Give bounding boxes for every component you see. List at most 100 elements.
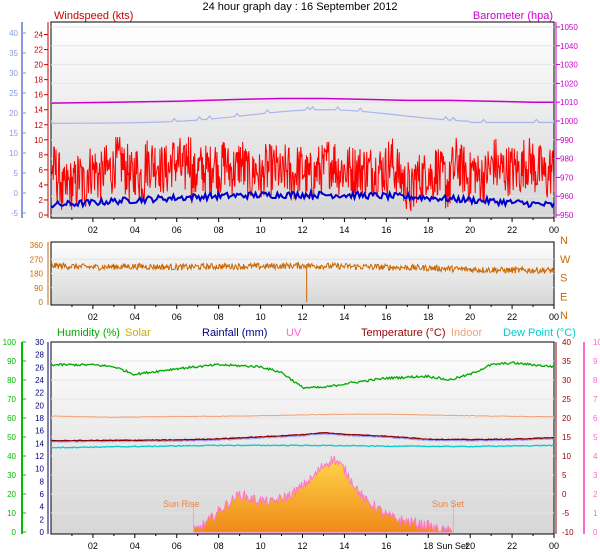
- humidity-tick-label: 100: [3, 338, 17, 347]
- temperature-tick-label: 15: [562, 433, 571, 442]
- direction-series: [50, 260, 555, 302]
- temperature-x-tick-label: 02: [88, 541, 98, 551]
- dewpoint-label: Dew Point (°C): [503, 327, 576, 339]
- humidity-line: [50, 361, 555, 390]
- uv-label: UV: [286, 327, 302, 339]
- barometer-tick-label: 950: [560, 211, 574, 220]
- compass-tick-label: W: [560, 254, 571, 266]
- dewpoint-line: [50, 444, 555, 449]
- direction-x-tick-label: 20: [465, 312, 475, 322]
- windspeed-tick-label: 14: [34, 106, 43, 115]
- windspeed-tick-label: 18: [34, 76, 43, 85]
- temperature-x-tick-label: 08: [214, 541, 224, 551]
- rainfall-tick-label: 0: [40, 528, 45, 537]
- temperature-x-tick-label: 16: [381, 541, 391, 551]
- direction-x-tick-label: 16: [381, 312, 391, 322]
- wind-outer-axis: 40 35 30 25 20 15 10 5 0 -5: [9, 22, 26, 218]
- direction-x-tick-label: 22: [507, 312, 517, 322]
- rainfall-tick-label: 12: [35, 452, 44, 461]
- outer-tick-label: 30: [9, 69, 18, 78]
- solar-label: Solar: [125, 327, 151, 339]
- humidity-tick-label: 70: [7, 395, 16, 404]
- humidity-tick-label: 50: [7, 433, 16, 442]
- uv-tick-label: 4: [593, 452, 598, 461]
- rainfall-tick-label: 28: [35, 351, 44, 360]
- direction-tick-label: 0: [39, 298, 44, 307]
- indoor-label: Indoor: [451, 327, 483, 339]
- humidity-tick-label: 20: [7, 490, 16, 499]
- outer-tick-label: 25: [9, 89, 18, 98]
- wind-series: [50, 97, 555, 212]
- rainfall-tick-label: 20: [35, 401, 44, 410]
- time-axes: 02 04 06 08 10 12 14 16 18 20 22 00 02 04 06 08 10 12 14 16…: [71, 218, 559, 551]
- uv-tick-label: 6: [593, 414, 598, 423]
- temperature-tick-label: -10: [562, 528, 574, 537]
- wind-x-tick-label: 00: [549, 225, 559, 235]
- temperature-series: [50, 361, 555, 533]
- temperature-tick-label: -5: [562, 509, 570, 518]
- humidity-tick-label: 30: [7, 471, 16, 480]
- temperature-x-tick-label: 20: [465, 541, 475, 551]
- rainfall-tick-label: 8: [40, 477, 45, 486]
- uv-tick-label: 7: [593, 395, 598, 404]
- direction-x-tick-label: 02: [88, 312, 98, 322]
- humidity-tick-label: 0: [12, 528, 17, 537]
- direction-x-tick-label: 00: [549, 312, 559, 322]
- humidity-label: Humidity (%): [57, 327, 120, 339]
- barometer-line: [50, 97, 554, 104]
- wind-x-tick-label: 02: [88, 225, 98, 235]
- temperature-tick-label: 10: [562, 452, 571, 461]
- outer-tick-label: 0: [14, 189, 19, 198]
- wind-x-tick-label: 22: [507, 225, 517, 235]
- wind-x-tick-label: 16: [381, 225, 391, 235]
- humidity-tick-label: 10: [7, 509, 16, 518]
- barometer-tick-label: 960: [560, 192, 574, 201]
- compass-tick-label: N: [560, 235, 568, 247]
- direction-panel-grid: [51, 258, 554, 289]
- windspeed-tick-label: 22: [34, 46, 43, 55]
- uv-tick-label: 0: [593, 528, 598, 537]
- barometer-axis: 1050 1040 1030 1020 1010 1000 990 980 970 960 950: [555, 22, 578, 220]
- wind-x-tick-label: 06: [172, 225, 182, 235]
- uv-tick-label: 9: [593, 357, 598, 366]
- rainfall-tick-label: 26: [35, 363, 44, 372]
- direction-tick-label: 90: [34, 284, 43, 293]
- windspeed-tick-label: 2: [39, 196, 44, 205]
- direction-x-tick-label: 10: [256, 312, 266, 322]
- wind-x-tick-label: 12: [297, 225, 307, 235]
- uv-tick-label: 2: [593, 490, 598, 499]
- indoor-temperature-line: [50, 413, 555, 418]
- direction-x-tick-label: 12: [297, 312, 307, 322]
- temperature-tick-label: 0: [562, 490, 567, 499]
- barometer-tick-label: 1010: [560, 98, 578, 107]
- uv-tick-label: 1: [593, 509, 598, 518]
- windspeed-tick-label: 20: [34, 61, 43, 70]
- windspeed-tick-label: 24: [34, 31, 43, 40]
- temperature-line: [50, 432, 555, 442]
- windspeed-tick-label: 0: [39, 211, 44, 220]
- direction-degree-axis: 360 270 180 90 0: [30, 241, 49, 307]
- compass-tick-label: N: [560, 310, 568, 322]
- wind-direction-line: [50, 260, 555, 275]
- uv-tick-label: 10: [593, 338, 600, 347]
- humidity-tick-label: 40: [7, 452, 16, 461]
- uv-tick-label: 8: [593, 376, 598, 385]
- direction-x-tick-label: 04: [130, 312, 140, 322]
- temperature-x-tick-label: 00: [549, 541, 559, 551]
- temperature-tick-label: 35: [562, 357, 571, 366]
- rainfall-tick-label: 10: [35, 465, 44, 474]
- temperature-axis: 40 35 30 25 20 15 10 5 0 -5 -10: [555, 338, 574, 537]
- temperature-x-tick-label: 12: [297, 541, 307, 551]
- rainfall-tick-label: 4: [40, 503, 45, 512]
- barometer-tick-label: 970: [560, 173, 574, 182]
- apparent-temperature-line: [50, 433, 555, 443]
- uv-tick-label: 5: [593, 433, 598, 442]
- temperature-tick-label: 25: [562, 395, 571, 404]
- temperature-tick-label: 30: [562, 376, 571, 385]
- compass-tick-label: E: [560, 291, 567, 303]
- temperature-tick-label: 5: [562, 471, 567, 480]
